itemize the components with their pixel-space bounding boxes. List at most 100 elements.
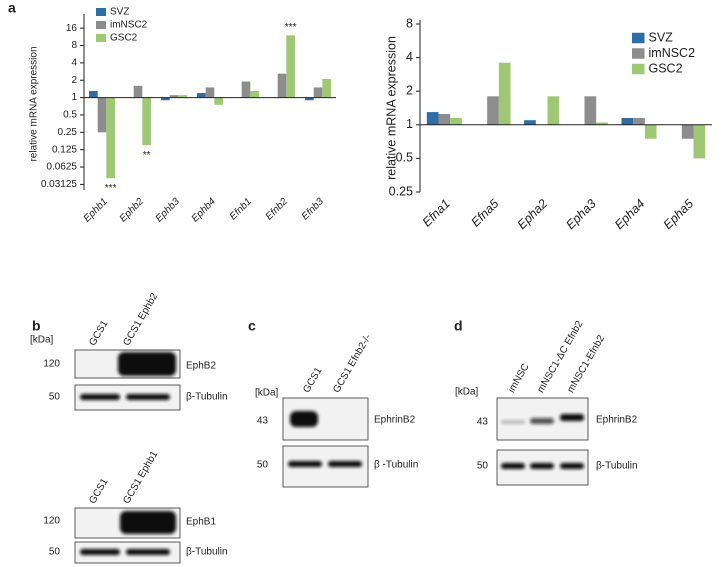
bar (250, 91, 259, 98)
kda-unit: [kDa] (455, 387, 479, 398)
legend-label: imNSC2 (649, 46, 696, 60)
band (80, 549, 120, 555)
lane-label: GCS1 (87, 476, 110, 505)
protein: β-Tubulin (186, 547, 228, 558)
protein: β -Tubulin (374, 460, 418, 471)
y-tick-label: 16 (66, 23, 78, 34)
x-tick-label: Ephb1 (82, 196, 110, 224)
y-tick-label: 2 (71, 75, 77, 86)
x-tick-label: Efna5 (468, 197, 501, 230)
band (560, 463, 584, 469)
protein: EphB1 (186, 517, 216, 528)
bar (644, 124, 657, 139)
y-tick-label: 4 (71, 58, 77, 69)
legend-label: SVZ (649, 30, 674, 44)
kda-unit: [kDa] (255, 388, 279, 399)
kda: 120 (43, 516, 60, 527)
bar (178, 95, 187, 98)
bar (205, 87, 215, 98)
significance: ** (143, 150, 151, 161)
legend-swatch (632, 32, 645, 44)
kda: 50 (257, 460, 269, 471)
panel-label: d (454, 318, 463, 334)
bar (286, 35, 295, 98)
x-tick-label: Epha3 (563, 197, 598, 232)
protein: EphrinB2 (374, 415, 416, 426)
legend-swatch (632, 63, 645, 75)
band (126, 394, 170, 400)
y-tick-label: 2 (406, 83, 413, 97)
x-tick-label: Ephb2 (118, 196, 147, 225)
band (328, 461, 362, 467)
band (118, 352, 176, 376)
x-tick-label: Efnb2 (264, 196, 291, 223)
band (501, 420, 525, 424)
legend-swatch (632, 48, 645, 59)
x-tick-label: Efna1 (420, 197, 453, 230)
bar (547, 96, 560, 125)
band (80, 394, 120, 400)
bar (106, 97, 115, 179)
lane-label: GCS1 Ephb2 (121, 291, 160, 348)
legend-label: SVZ (110, 7, 129, 18)
bar (305, 97, 314, 101)
bar (169, 95, 179, 98)
band (290, 411, 318, 427)
y-tick-label: 0.5 (63, 110, 77, 121)
y-tick-label: 8 (71, 40, 77, 51)
kda-unit: [kDa] (30, 335, 54, 346)
x-tick-label: Efnb3 (300, 196, 327, 223)
bar (621, 118, 634, 125)
bar (596, 122, 608, 125)
bar (487, 96, 499, 125)
kda: 43 (477, 417, 489, 428)
band (530, 418, 554, 424)
y-tick-label: 4 (406, 50, 413, 64)
kda: 120 (43, 359, 60, 370)
bar (142, 97, 151, 146)
x-tick-label: Ephb3 (154, 196, 183, 225)
bar (426, 112, 439, 125)
y-tick-label: 8 (406, 16, 413, 30)
kda: 43 (257, 416, 269, 427)
bar (450, 118, 462, 125)
band (126, 549, 170, 555)
protein: β-Tubulin (186, 392, 228, 403)
bar (161, 97, 170, 101)
band (501, 463, 525, 469)
panel-label: c (248, 318, 256, 334)
bar (584, 96, 597, 125)
bar (438, 113, 451, 125)
lane-label: GCS1 (301, 365, 324, 394)
panel-label: a (8, 0, 16, 16)
lane-label: GCS1 Efnb2-/- (331, 333, 373, 395)
band (530, 463, 554, 469)
bar (197, 93, 206, 98)
bar (322, 79, 331, 98)
bar (241, 81, 251, 98)
protein: EphB2 (186, 361, 216, 372)
legend-swatch (96, 34, 106, 42)
x-tick-label: Epha5 (661, 197, 696, 232)
bar (633, 118, 645, 125)
bar (97, 97, 107, 133)
protein: β-Tubulin (596, 461, 638, 472)
band (120, 511, 176, 534)
legend-label: imNSC2 (110, 20, 148, 31)
bar (89, 91, 98, 98)
bar (498, 62, 511, 125)
band (560, 414, 584, 421)
bar (681, 124, 694, 139)
x-tick-label: Epha2 (515, 197, 550, 232)
lane-label: imNSC (506, 362, 531, 395)
bar (524, 120, 536, 125)
bar (277, 73, 287, 98)
y-axis-label: relative mRNA expression (384, 36, 398, 180)
protein: EphrinB2 (596, 415, 638, 426)
band (288, 461, 322, 467)
x-tick-label: Ephb4 (190, 196, 219, 225)
legend-swatch (96, 8, 106, 16)
x-tick-label: Efnb1 (228, 196, 254, 222)
bar (313, 87, 323, 98)
